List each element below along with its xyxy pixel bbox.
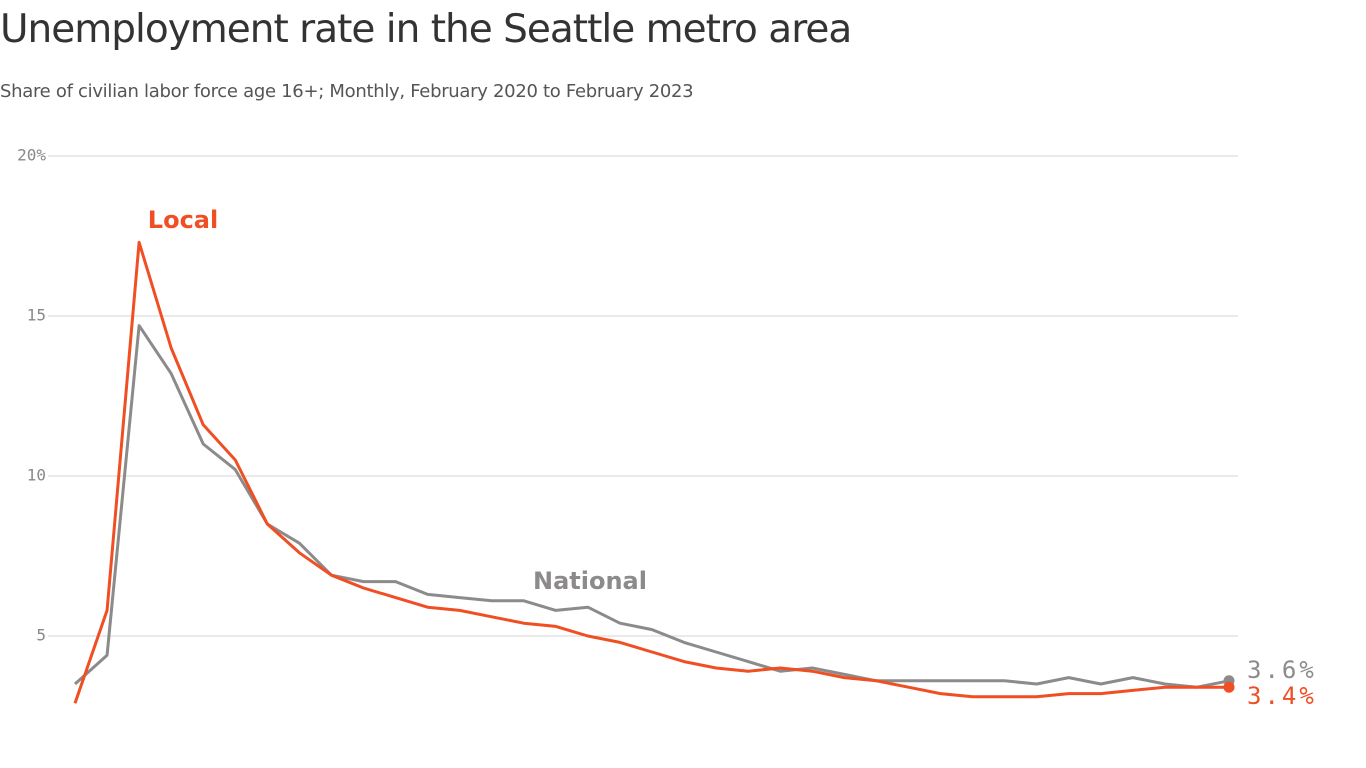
y-tick-label: 5: [36, 626, 46, 645]
y-tick-label: 10: [27, 466, 46, 485]
y-tick-label: 15: [27, 306, 46, 325]
end-label: 3.4%: [1247, 682, 1317, 710]
y-tick-label: 20%: [17, 146, 46, 165]
series-line: [73, 324, 1230, 689]
end-dot: [1223, 681, 1235, 693]
end-label: 3.6%: [1247, 656, 1317, 684]
chart-title: Unemployment rate in the Seattle metro a…: [0, 7, 851, 52]
series-label: National: [533, 567, 647, 595]
chart-subtitle: Share of civilian labor force age 16+; M…: [0, 81, 693, 102]
series-label: Local: [148, 206, 218, 234]
series-line: [73, 240, 1229, 704]
